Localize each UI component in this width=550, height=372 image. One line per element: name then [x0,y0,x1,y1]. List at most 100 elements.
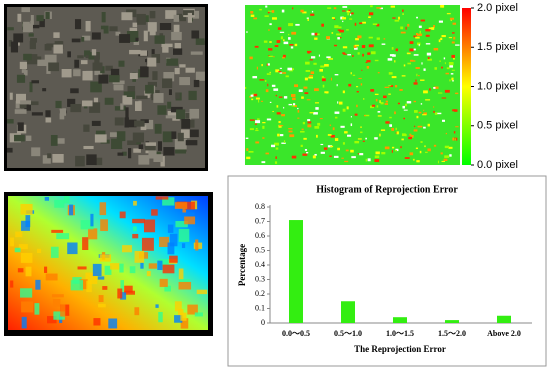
texture [179,64,186,68]
texture [138,155,150,165]
texture [118,60,125,67]
texture [317,33,320,36]
texture [409,48,414,52]
texture [279,67,282,69]
texture [347,134,352,137]
texture [70,103,82,113]
texture [275,147,279,150]
texture [104,97,114,105]
texture [258,99,260,103]
texture [451,69,455,71]
texture [196,289,208,295]
texture [259,79,265,81]
texture [166,58,179,66]
texture [342,20,344,23]
texture [281,9,285,13]
texture [263,40,268,43]
texture [361,21,366,24]
texture [32,24,40,29]
texture [28,33,34,37]
texture [328,58,334,60]
texture [69,204,74,216]
texture [132,233,139,239]
texture [389,124,393,127]
texture [159,236,170,247]
texture [274,142,279,146]
texture [391,127,395,131]
texture [278,124,282,128]
texture [381,43,386,45]
texture [140,125,147,131]
texture [289,134,295,138]
texture [333,155,339,158]
texture [90,81,102,93]
texture [380,102,384,105]
texture [249,128,254,131]
bar [393,317,407,323]
texture [88,52,100,60]
texture [283,39,285,42]
texture [82,35,91,41]
texture [433,106,435,108]
texture [122,95,133,105]
texture [325,91,329,94]
texture [151,49,155,55]
texture [173,14,180,22]
texture [31,147,41,157]
y-tick-label: 0.1 [255,303,265,312]
texture [162,197,175,206]
texture [405,26,407,30]
texture [381,151,386,155]
texture [288,37,291,40]
texture [132,22,138,28]
texture [354,47,358,50]
texture [367,158,371,162]
texture [395,148,399,152]
texture [392,17,396,19]
texture [265,152,269,155]
texture [334,116,338,119]
texture [169,255,178,263]
texture [127,140,139,146]
texture [419,30,421,34]
texture [184,201,195,210]
texture [162,264,175,274]
texture [420,103,423,105]
texture [297,117,300,119]
texture [135,37,139,42]
texture [344,160,349,163]
texture [75,155,85,167]
texture [452,22,457,25]
texture [62,108,67,116]
texture [363,98,365,100]
texture [443,158,448,162]
texture [31,112,43,116]
texture [333,7,337,10]
texture [310,13,315,16]
texture [368,16,371,19]
texture [338,26,342,29]
texture [303,137,307,140]
texture [423,90,428,94]
texture [120,292,127,300]
texture [448,146,453,149]
texture [303,86,308,89]
texture [53,44,63,54]
texture [268,10,273,12]
texture [158,259,171,267]
texture [17,13,22,22]
texture [391,146,395,149]
texture [262,125,265,129]
texture [404,157,410,159]
texture [158,311,163,323]
texture [48,62,60,72]
texture [157,260,163,270]
texture [417,125,423,128]
texture [67,51,71,58]
colorbar-label: 1.0 pixel [477,80,518,92]
texture [253,17,258,20]
texture [348,9,351,12]
texture [45,117,52,123]
texture [425,43,431,45]
texture [302,121,305,125]
